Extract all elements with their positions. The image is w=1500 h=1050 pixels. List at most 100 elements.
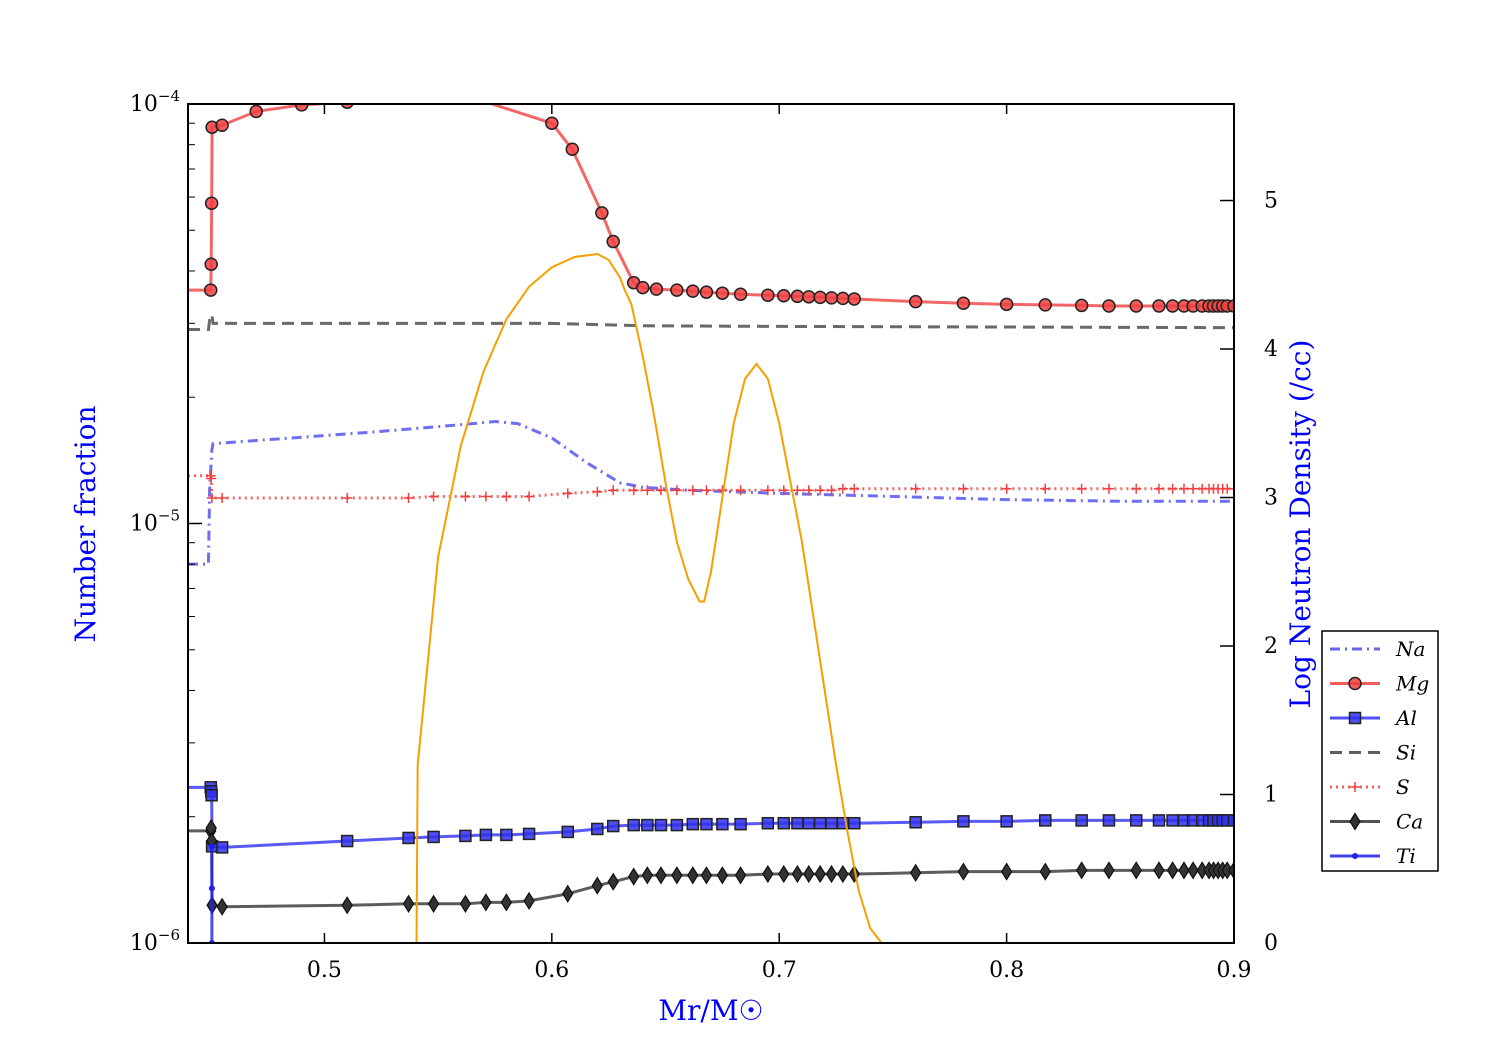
series-s-marker-25 — [792, 485, 803, 496]
series-ca-marker-27 — [803, 864, 815, 884]
series-mg-line — [188, 104, 1234, 308]
series-s-marker-5 — [342, 493, 353, 504]
legend-label-s: S — [1396, 775, 1410, 799]
series-al-marker-16 — [627, 818, 640, 832]
series-s-marker-20 — [701, 485, 712, 496]
series-mg-marker-31 — [956, 296, 971, 310]
series-si-line — [188, 313, 1234, 332]
series-s-marker-31 — [910, 483, 921, 494]
series-al-marker-26 — [791, 816, 804, 830]
series-ca-marker-26 — [791, 864, 804, 884]
series-s-marker-30 — [849, 483, 860, 494]
series-s-marker-14 — [608, 485, 619, 496]
series-ca-marker-10 — [480, 893, 492, 912]
series-ca-marker-36 — [1075, 861, 1088, 880]
series-mg-marker-47 — [1227, 299, 1234, 313]
series-mg-marker-8 — [340, 104, 354, 109]
legend-item-ti: Ti — [1330, 844, 1416, 868]
series-ca-marker-24 — [762, 864, 774, 884]
legend-item-s: S — [1330, 775, 1410, 799]
legend-mg-marker-0 — [1348, 676, 1362, 691]
series-al-marker-31 — [848, 816, 861, 830]
legend-item-na: Na — [1330, 637, 1425, 661]
series-ca-marker-25 — [778, 864, 790, 884]
legend-label-al: Al — [1394, 706, 1417, 730]
series-ca-marker-15 — [607, 872, 619, 891]
series-s-marker-35 — [1076, 483, 1087, 494]
series-s-marker-34 — [1040, 483, 1051, 494]
y2-tick-label-5: 5 — [1264, 189, 1278, 214]
legend-label-mg: Mg — [1395, 672, 1429, 696]
legend-item-ca: Ca — [1330, 810, 1423, 834]
series-ca-marker-32 — [909, 863, 922, 882]
y-tick-label-1: 10−5 — [130, 507, 180, 537]
legend-s-marker-0 — [1350, 782, 1360, 792]
series-mg-marker-2 — [204, 257, 218, 271]
series-ca-marker-37 — [1103, 861, 1115, 880]
series-s — [188, 470, 1234, 504]
series-ca-marker-14 — [591, 876, 604, 895]
x-tick-label-3: 0.8 — [989, 958, 1024, 983]
series-si — [188, 313, 1234, 332]
series-al-marker-18 — [654, 818, 668, 832]
series-al-marker-27 — [802, 816, 816, 830]
series-mg-marker-17 — [670, 283, 684, 297]
series-al-marker-40 — [1166, 814, 1179, 827]
series-ca-marker-6 — [341, 896, 353, 915]
series-mg-marker-38 — [1165, 299, 1180, 313]
series-al-marker-37 — [1102, 814, 1116, 827]
series-s-marker-8 — [460, 491, 471, 502]
series-mg-marker-18 — [686, 284, 700, 298]
legend-item-al: Al — [1330, 706, 1417, 730]
series-s-marker-33 — [1001, 483, 1012, 494]
series-al-marker-29 — [825, 816, 838, 830]
series-ca-marker-19 — [671, 866, 683, 885]
series-s-marker-2 — [206, 473, 217, 484]
series-mg-marker-28 — [836, 291, 850, 306]
series-al-marker-7 — [402, 831, 415, 845]
series-al-marker-15 — [606, 819, 620, 833]
series-ca-marker-21 — [700, 866, 713, 885]
series-mg-marker-6 — [249, 104, 263, 119]
series-mg-marker-11 — [565, 142, 580, 157]
legend-al-marker-0 — [1348, 711, 1362, 725]
series-mg-marker-23 — [777, 289, 791, 303]
series-na-line — [188, 420, 1234, 566]
series-ca-marker-38 — [1130, 861, 1142, 880]
series-al-marker-5 — [215, 841, 229, 854]
series-s-marker-3 — [206, 493, 217, 504]
series-ca-marker-39 — [1153, 861, 1165, 880]
series-s-marker-18 — [671, 485, 682, 496]
series-ca-marker-20 — [687, 866, 699, 885]
series-mg-marker-12 — [595, 206, 609, 220]
series-s-marker-36 — [1103, 483, 1114, 494]
series-ca-marker-9 — [459, 894, 472, 913]
series-mg-marker-25 — [802, 290, 816, 304]
ticks-layer: 0.5 0.6 0.7 0.8 0.9 10−4 10−5 10−6 0 1 2 3 4 5 — [130, 87, 1278, 983]
x-tick-label-0: 0.5 — [307, 958, 342, 983]
series-s-marker-24 — [778, 485, 789, 496]
series-al-marker-19 — [670, 818, 684, 832]
series-s-line — [188, 474, 1234, 500]
series-ti-marker-1 — [208, 885, 215, 892]
x-tick-label-2: 0.7 — [762, 958, 797, 983]
series-mg-marker-20 — [715, 286, 730, 300]
series-ca-marker-30 — [837, 864, 849, 884]
series-ca-marker-16 — [627, 867, 640, 886]
series-s-marker-6 — [403, 493, 414, 504]
y2-tick-label-4: 4 — [1264, 337, 1278, 362]
series-mg-marker-19 — [699, 285, 714, 299]
series-al-marker-24 — [761, 816, 775, 830]
series-al-marker-23 — [734, 817, 747, 831]
y-tick-label-0: 10−4 — [130, 87, 180, 117]
series-mg-marker-1 — [203, 283, 218, 297]
x-tick-label-4: 0.9 — [1217, 958, 1252, 983]
series-ca-marker-17 — [641, 866, 654, 885]
y2-tick-label-3: 3 — [1264, 486, 1278, 511]
series-ca-marker-7 — [402, 894, 415, 913]
series-s-marker-37 — [1131, 483, 1142, 494]
legend-label-si: Si — [1396, 741, 1416, 765]
series-al-marker-35 — [1039, 814, 1052, 827]
series-al-marker-20 — [686, 817, 700, 831]
